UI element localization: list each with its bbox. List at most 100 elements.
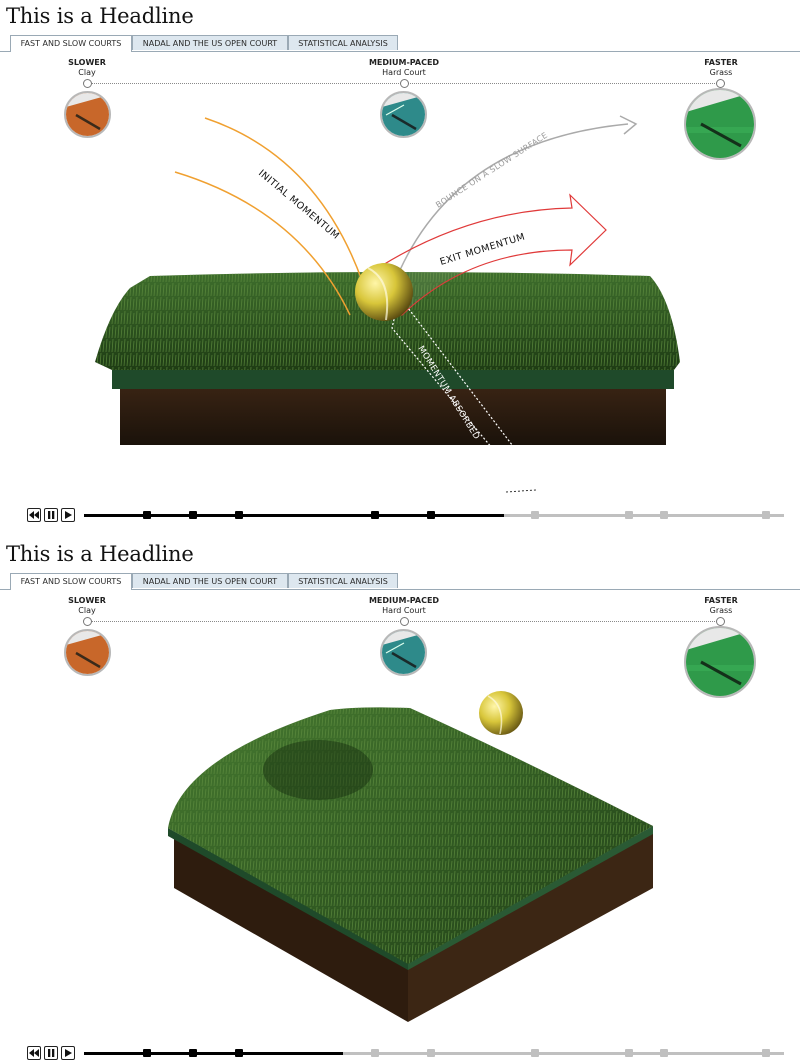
timeline-marker[interactable]	[530, 511, 539, 519]
scale-label-slower: SLOWER Clay	[27, 596, 147, 616]
momentum-absorbed-arrow-tip	[505, 489, 537, 493]
tennis-ball-seam	[487, 695, 503, 735]
soil-side-left	[174, 836, 408, 1022]
scale-surface: Grass	[709, 606, 733, 615]
scale-point-hard-court[interactable]	[400, 617, 409, 626]
scale-surface: Clay	[78, 68, 96, 77]
scale-speed: SLOWER	[68, 58, 106, 67]
incoming-trajectory-outer	[204, 117, 373, 313]
scale-speed: FASTER	[704, 58, 738, 67]
grass-depression-shadow	[263, 740, 373, 800]
timeline-marker[interactable]	[143, 1049, 151, 1057]
timeline-marker[interactable]	[427, 511, 436, 519]
animation-timeline[interactable]	[84, 508, 784, 522]
scale-speed: FASTER	[704, 596, 738, 605]
clay-swatch[interactable]	[64, 629, 111, 676]
timeline-marker[interactable]	[761, 1049, 770, 1057]
timeline-marker[interactable]	[530, 1049, 539, 1057]
scale-speed: SLOWER	[68, 596, 106, 605]
scale-speed: MEDIUM-PACED	[368, 596, 440, 605]
rewind-icon	[29, 511, 39, 519]
incoming-trajectory-inner	[174, 171, 351, 316]
timeline-remaining	[504, 514, 784, 517]
soil-side-right	[408, 833, 653, 1022]
timeline-marker[interactable]	[188, 1049, 197, 1057]
court-rim-right	[408, 826, 653, 970]
scale-point-grass[interactable]	[716, 79, 725, 88]
label-bounce-slow-surface: BOUNCE ON A SLOW SURFACE	[434, 131, 549, 210]
tab-bar: FAST AND SLOW COURTS NADAL AND THE US OP…	[0, 35, 800, 52]
scale-point-clay[interactable]	[83, 79, 92, 88]
scale-label-slower: SLOWER Clay	[27, 58, 147, 78]
pause-icon	[48, 511, 55, 519]
play-icon	[65, 1049, 72, 1057]
timeline-marker[interactable]	[370, 1049, 379, 1057]
pause-button[interactable]	[44, 508, 58, 522]
playback-controls	[27, 508, 787, 524]
grass-swatch[interactable]	[684, 626, 756, 698]
grass-swatch[interactable]	[684, 88, 756, 160]
court-cross-section-scene: INITIAL MOMENTUM BOUNCE ON A SLOW SURFAC…	[95, 115, 680, 493]
timeline-marker[interactable]	[188, 511, 197, 519]
play-button[interactable]	[61, 1046, 75, 1060]
timeline-played	[84, 514, 504, 517]
court-speed-panel-1: This is a Headline FAST AND SLOW COURTS …	[0, 4, 800, 524]
court-rim-left	[168, 828, 408, 970]
timeline-played	[84, 1052, 343, 1055]
timeline-marker[interactable]	[427, 1049, 436, 1057]
scale-surface: Hard Court	[382, 68, 426, 77]
tab-bar: FAST AND SLOW COURTS NADAL AND THE US OP…	[0, 573, 800, 590]
soil-layer	[120, 385, 666, 445]
rewind-button[interactable]	[27, 1046, 41, 1060]
tab-statistical-analysis[interactable]: STATISTICAL ANALYSIS	[288, 573, 398, 588]
play-icon	[65, 511, 72, 519]
tab-fast-and-slow-courts[interactable]: FAST AND SLOW COURTS	[10, 35, 132, 52]
scale-speed: MEDIUM-PACED	[368, 58, 440, 67]
tab-nadal-us-open-court[interactable]: NADAL AND THE US OPEN COURT	[132, 35, 288, 50]
timeline-marker[interactable]	[370, 511, 379, 519]
timeline-marker[interactable]	[235, 511, 244, 519]
scale-surface: Grass	[709, 68, 733, 77]
grass-blades	[95, 272, 680, 370]
scale-surface: Clay	[78, 606, 96, 615]
hard-court-swatch[interactable]	[380, 91, 427, 138]
timeline-marker[interactable]	[624, 511, 633, 519]
slow-bounce-trajectory	[399, 123, 629, 271]
timeline-marker[interactable]	[659, 1049, 668, 1057]
scale-point-grass[interactable]	[716, 617, 725, 626]
label-initial-momentum: INITIAL MOMENTUM	[256, 168, 341, 242]
exit-momentum-arrow	[377, 193, 607, 316]
scale-label-medium: MEDIUM-PACED Hard Court	[344, 596, 464, 616]
momentum-absorbed-arrow	[391, 307, 543, 493]
tab-fast-and-slow-courts[interactable]: FAST AND SLOW COURTS	[10, 573, 132, 590]
grass-blades	[168, 707, 653, 964]
court-base-edge	[112, 368, 674, 389]
timeline-marker[interactable]	[659, 511, 668, 519]
rewind-button[interactable]	[27, 508, 41, 522]
tab-nadal-us-open-court[interactable]: NADAL AND THE US OPEN COURT	[132, 573, 288, 588]
pause-button[interactable]	[44, 1046, 58, 1060]
timeline-marker[interactable]	[143, 511, 151, 519]
timeline-marker[interactable]	[624, 1049, 633, 1057]
timeline-remaining	[343, 1052, 784, 1055]
timeline-marker[interactable]	[235, 1049, 244, 1057]
page-headline: This is a Headline	[6, 542, 194, 566]
scale-label-faster: FASTER Grass	[661, 596, 781, 616]
playback-controls	[27, 1046, 787, 1062]
tennis-ball	[355, 263, 413, 321]
timeline-marker[interactable]	[761, 511, 770, 519]
scale-point-hard-court[interactable]	[400, 79, 409, 88]
tennis-ball-seam	[367, 267, 389, 321]
play-button[interactable]	[61, 508, 75, 522]
clay-swatch[interactable]	[64, 91, 111, 138]
slow-bounce-arrowhead	[619, 115, 638, 135]
animation-timeline[interactable]	[84, 1046, 784, 1060]
scale-label-faster: FASTER Grass	[661, 58, 781, 78]
tab-statistical-analysis[interactable]: STATISTICAL ANALYSIS	[288, 35, 398, 50]
page-headline: This is a Headline	[6, 4, 194, 28]
hard-court-swatch[interactable]	[380, 629, 427, 676]
pause-icon	[48, 1049, 55, 1057]
scale-point-clay[interactable]	[83, 617, 92, 626]
scale-label-medium: MEDIUM-PACED Hard Court	[344, 58, 464, 78]
court-isometric-scene	[168, 691, 653, 1022]
